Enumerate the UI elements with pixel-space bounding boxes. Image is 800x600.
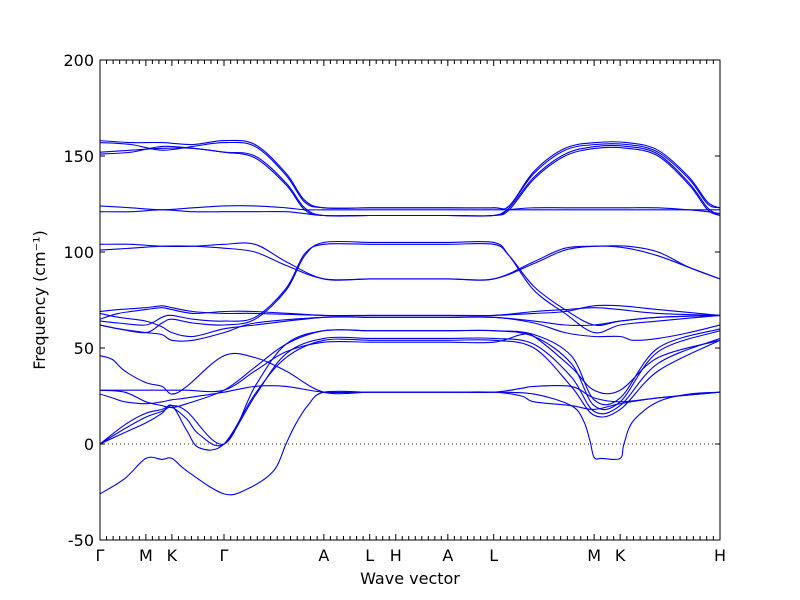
y-tick-label: 200 [63,51,94,70]
x-tick-label: H [390,546,402,565]
y-axis-ticks: -50 0 50 100 150 200 [63,51,720,550]
y-tick-label: -50 [68,531,94,550]
x-tick-label: M [587,546,601,565]
phonon-band-8 [100,385,720,410]
phonon-band-22 [100,139,720,210]
phonon-band-17 [100,207,720,217]
y-tick-label: 100 [63,243,94,262]
phonon-band-20 [100,144,720,217]
phonon-band-1 [100,390,720,496]
x-tick-label: Γ [220,546,229,565]
plot-frame [99,59,721,541]
phonon-band-21 [100,141,720,210]
phonon-band-5 [100,328,720,409]
x-tick-label: K [167,546,178,565]
phonon-band-6 [100,332,720,395]
phonon-band-14 [100,316,720,342]
phonon-band-18 [100,205,720,211]
x-tick-label: H [714,546,726,565]
phonon-band-7 [100,352,720,403]
phonon-band-16 [100,245,720,281]
phonon-band-19 [100,145,720,217]
x-tick-label: K [615,546,626,565]
y-tick-label: 150 [63,147,94,166]
phonon-band-10 [100,242,720,326]
x-tick-label: L [489,546,498,565]
phonon-bands [100,139,720,496]
x-tick-label: Γ [96,546,105,565]
phonon-band-3 [100,336,720,447]
x-axis-label: Wave vector [360,569,460,588]
y-tick-label: 0 [84,435,94,454]
x-tick-label: M [139,546,153,565]
phonon-band-12 [100,304,720,317]
x-tick-label: L [365,546,374,565]
x-tick-label: A [442,546,453,565]
y-tick-label: 50 [74,339,94,358]
y-axis-label: Frequency (cm⁻¹) [30,230,49,369]
x-tick-label: A [318,546,329,565]
